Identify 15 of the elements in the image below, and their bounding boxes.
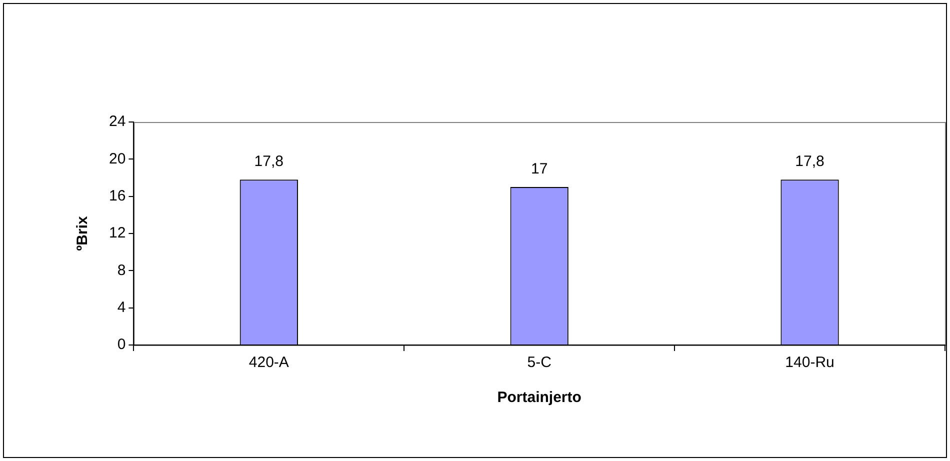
y-tick-label: 8	[117, 262, 126, 279]
x-tick-label: 420-A	[248, 354, 289, 372]
y-axis-title: ºBrix	[74, 216, 92, 251]
y-tick-label: 16	[108, 187, 126, 204]
y-tick-label: 4	[117, 298, 126, 316]
y-tick-label: 12	[108, 224, 126, 242]
x-axis-title: Portainjerto	[497, 389, 582, 406]
data-label: 17,8	[795, 153, 824, 170]
y-tick-label: 24	[108, 113, 126, 130]
y-tick-label: 0	[117, 336, 126, 354]
data-label: 17,8	[254, 153, 284, 170]
x-tick-label: 5-C	[527, 354, 552, 372]
data-label: 17	[531, 160, 548, 178]
x-tick-label: 140-Ru	[785, 354, 834, 372]
y-tick-label: 20	[108, 150, 126, 168]
